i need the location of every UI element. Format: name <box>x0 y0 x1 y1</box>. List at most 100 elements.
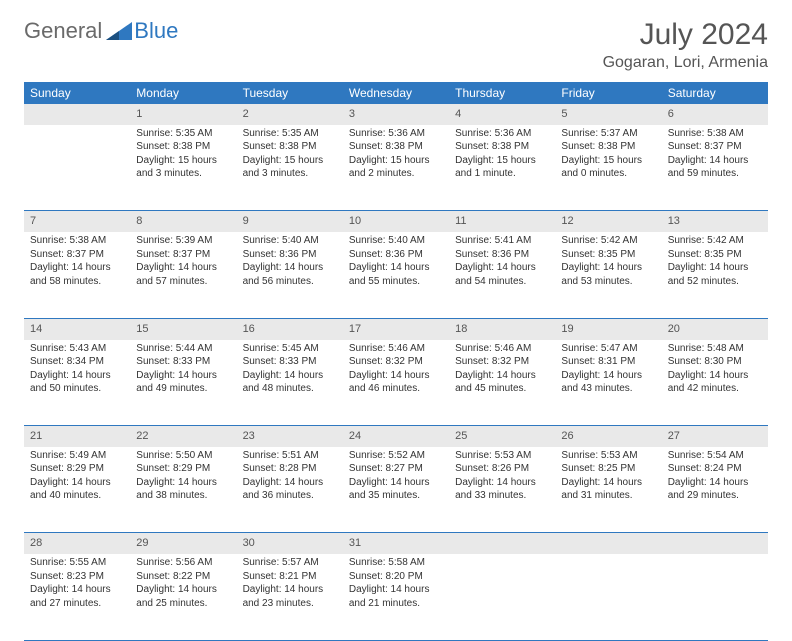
day-header: Wednesday <box>343 82 449 104</box>
day-line: and 54 minutes. <box>455 275 549 289</box>
day-line: Sunrise: 5:38 AM <box>668 127 762 141</box>
day-line: and 3 minutes. <box>243 167 337 181</box>
day-line: Sunset: 8:33 PM <box>243 355 337 369</box>
day-cell: Sunrise: 5:56 AMSunset: 8:22 PMDaylight:… <box>130 554 236 640</box>
day-number <box>24 104 130 125</box>
day-line: and 58 minutes. <box>30 275 124 289</box>
day-number: 11 <box>449 211 555 232</box>
day-line: Daylight: 14 hours <box>668 369 762 383</box>
day-cell: Sunrise: 5:47 AMSunset: 8:31 PMDaylight:… <box>555 340 661 426</box>
day-line: Daylight: 14 hours <box>349 583 443 597</box>
day-header: Thursday <box>449 82 555 104</box>
day-number: 1 <box>130 104 236 125</box>
title-block: July 2024 Gogaran, Lori, Armenia <box>603 18 768 72</box>
day-cell: Sunrise: 5:40 AMSunset: 8:36 PMDaylight:… <box>237 232 343 318</box>
day-number: 7 <box>24 211 130 232</box>
day-cell: Sunrise: 5:54 AMSunset: 8:24 PMDaylight:… <box>662 447 768 533</box>
day-number: 26 <box>555 426 661 447</box>
day-line: Daylight: 14 hours <box>349 261 443 275</box>
day-line: Sunset: 8:37 PM <box>668 140 762 154</box>
day-line: Daylight: 14 hours <box>668 261 762 275</box>
day-line: Sunrise: 5:58 AM <box>349 556 443 570</box>
day-line: and 40 minutes. <box>30 489 124 503</box>
day-cell: Sunrise: 5:38 AMSunset: 8:37 PMDaylight:… <box>662 125 768 211</box>
day-number: 17 <box>343 318 449 339</box>
day-line: Sunset: 8:21 PM <box>243 570 337 584</box>
day-line: Sunrise: 5:46 AM <box>455 342 549 356</box>
day-cell: Sunrise: 5:42 AMSunset: 8:35 PMDaylight:… <box>555 232 661 318</box>
day-line: and 27 minutes. <box>30 597 124 611</box>
day-number: 22 <box>130 426 236 447</box>
day-header: Monday <box>130 82 236 104</box>
day-cell: Sunrise: 5:35 AMSunset: 8:38 PMDaylight:… <box>237 125 343 211</box>
day-line: Sunset: 8:38 PM <box>349 140 443 154</box>
day-line: and 36 minutes. <box>243 489 337 503</box>
day-line: Sunrise: 5:43 AM <box>30 342 124 356</box>
day-line: and 31 minutes. <box>561 489 655 503</box>
day-number: 2 <box>237 104 343 125</box>
day-line: Sunset: 8:32 PM <box>349 355 443 369</box>
day-number: 31 <box>343 533 449 554</box>
day-line: and 53 minutes. <box>561 275 655 289</box>
day-cell <box>662 554 768 640</box>
day-cell: Sunrise: 5:36 AMSunset: 8:38 PMDaylight:… <box>343 125 449 211</box>
day-number: 18 <box>449 318 555 339</box>
day-line: Sunset: 8:29 PM <box>136 462 230 476</box>
day-line: Daylight: 14 hours <box>136 369 230 383</box>
day-line: Sunset: 8:22 PM <box>136 570 230 584</box>
day-line: Sunset: 8:38 PM <box>243 140 337 154</box>
day-line: Daylight: 15 hours <box>243 154 337 168</box>
day-line: Daylight: 15 hours <box>136 154 230 168</box>
day-line: and 2 minutes. <box>349 167 443 181</box>
day-line: Daylight: 14 hours <box>30 583 124 597</box>
day-line: Daylight: 14 hours <box>668 154 762 168</box>
day-line: Sunrise: 5:40 AM <box>349 234 443 248</box>
day-cell: Sunrise: 5:57 AMSunset: 8:21 PMDaylight:… <box>237 554 343 640</box>
day-line: Daylight: 14 hours <box>561 476 655 490</box>
day-line: and 48 minutes. <box>243 382 337 396</box>
day-line: and 46 minutes. <box>349 382 443 396</box>
day-line: Sunset: 8:26 PM <box>455 462 549 476</box>
day-line: and 29 minutes. <box>668 489 762 503</box>
day-number-row: 123456 <box>24 104 768 125</box>
day-line: and 25 minutes. <box>136 597 230 611</box>
day-line: Daylight: 14 hours <box>30 369 124 383</box>
day-line: Sunset: 8:35 PM <box>668 248 762 262</box>
day-line: Sunrise: 5:42 AM <box>668 234 762 248</box>
day-cell: Sunrise: 5:52 AMSunset: 8:27 PMDaylight:… <box>343 447 449 533</box>
calendar-body: 123456Sunrise: 5:35 AMSunset: 8:38 PMDay… <box>24 104 768 640</box>
day-line: Sunset: 8:31 PM <box>561 355 655 369</box>
day-cell: Sunrise: 5:53 AMSunset: 8:26 PMDaylight:… <box>449 447 555 533</box>
month-title: July 2024 <box>603 18 768 52</box>
day-cell: Sunrise: 5:51 AMSunset: 8:28 PMDaylight:… <box>237 447 343 533</box>
header: General Blue July 2024 Gogaran, Lori, Ar… <box>24 18 768 72</box>
calendar-table: SundayMondayTuesdayWednesdayThursdayFrid… <box>24 82 768 641</box>
day-line: Sunrise: 5:57 AM <box>243 556 337 570</box>
day-cell: Sunrise: 5:42 AMSunset: 8:35 PMDaylight:… <box>662 232 768 318</box>
day-line: Sunset: 8:36 PM <box>455 248 549 262</box>
day-cell: Sunrise: 5:53 AMSunset: 8:25 PMDaylight:… <box>555 447 661 533</box>
day-number: 8 <box>130 211 236 232</box>
day-number <box>555 533 661 554</box>
day-number: 10 <box>343 211 449 232</box>
day-number-row: 14151617181920 <box>24 318 768 339</box>
day-cell: Sunrise: 5:40 AMSunset: 8:36 PMDaylight:… <box>343 232 449 318</box>
day-cell: Sunrise: 5:50 AMSunset: 8:29 PMDaylight:… <box>130 447 236 533</box>
day-number: 28 <box>24 533 130 554</box>
day-cell <box>555 554 661 640</box>
day-info-row: Sunrise: 5:43 AMSunset: 8:34 PMDaylight:… <box>24 340 768 426</box>
day-line: Sunrise: 5:51 AM <box>243 449 337 463</box>
day-line: Daylight: 14 hours <box>349 476 443 490</box>
day-line: Daylight: 14 hours <box>243 476 337 490</box>
day-number <box>449 533 555 554</box>
day-line: Daylight: 14 hours <box>349 369 443 383</box>
day-line: Sunset: 8:32 PM <box>455 355 549 369</box>
day-line: Sunset: 8:25 PM <box>561 462 655 476</box>
day-line: Sunrise: 5:52 AM <box>349 449 443 463</box>
day-number: 6 <box>662 104 768 125</box>
day-number: 13 <box>662 211 768 232</box>
calendar-head: SundayMondayTuesdayWednesdayThursdayFrid… <box>24 82 768 104</box>
day-line: Sunrise: 5:44 AM <box>136 342 230 356</box>
day-line: Sunrise: 5:36 AM <box>455 127 549 141</box>
day-line: Daylight: 14 hours <box>136 476 230 490</box>
